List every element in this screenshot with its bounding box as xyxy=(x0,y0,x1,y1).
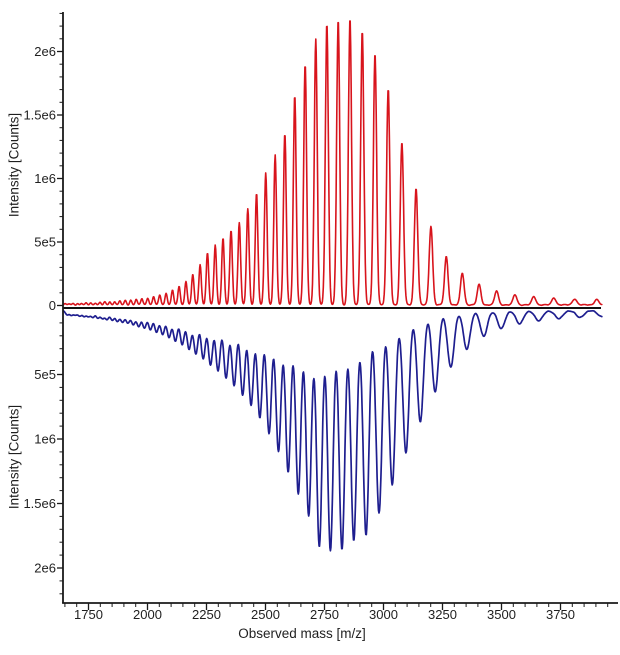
spectrum-up-red xyxy=(62,20,603,307)
y-axis-label-bottom: Intensity [Counts] xyxy=(6,404,22,510)
y-tick-label: 5e5 xyxy=(34,235,56,250)
x-tick-label: 2500 xyxy=(251,607,280,622)
y-tick-label: 1.5e6 xyxy=(23,496,56,511)
y-axis-label-top: Intensity [Counts] xyxy=(6,112,22,218)
x-tick-label: 3750 xyxy=(546,607,575,622)
y-tick-label: 2e6 xyxy=(34,44,56,59)
y-tick-label: 0 xyxy=(49,298,56,313)
y-tick-label: 1.5e6 xyxy=(23,108,56,123)
y-tick-label: 1e6 xyxy=(34,432,56,447)
x-tick-label: 2750 xyxy=(310,607,339,622)
x-tick-label: 3250 xyxy=(428,607,457,622)
spectrum-down-blue xyxy=(62,309,603,552)
y-tick-label: 2e6 xyxy=(34,561,56,576)
x-axis-label: Observed mass [m/z] xyxy=(238,626,366,641)
x-tick-label: 2250 xyxy=(192,607,221,622)
y-tick-label: 5e5 xyxy=(34,367,56,382)
x-tick-label: 3000 xyxy=(369,607,398,622)
x-tick-label: 3500 xyxy=(487,607,516,622)
x-tick-label: 1750 xyxy=(74,607,103,622)
x-tick-label: 2000 xyxy=(133,607,162,622)
y-tick-label: 1e6 xyxy=(34,171,56,186)
